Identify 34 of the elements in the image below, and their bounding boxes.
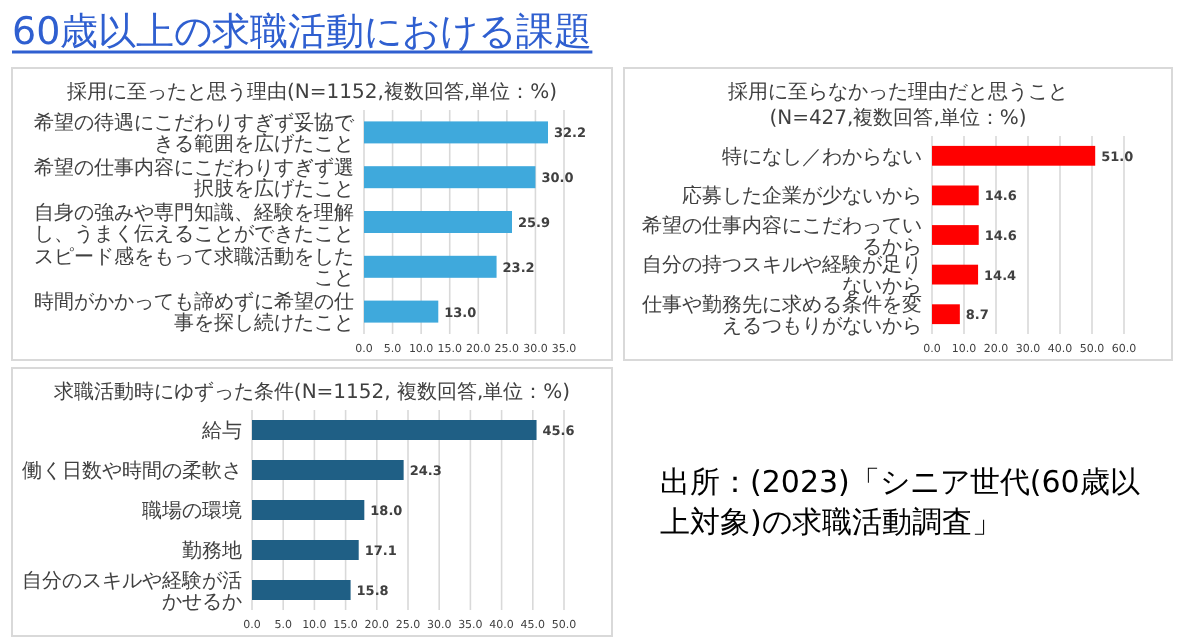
bar [252, 460, 404, 480]
bar [252, 540, 359, 560]
chart-title: 採用に至らなかった理由だと思うこと [728, 80, 1068, 104]
text: 出所：(2023)「シニア世代(60歳以上対象)の求職活動調査」 [660, 464, 1140, 540]
bar [252, 420, 537, 440]
bar [932, 304, 960, 325]
y-tick-label: 自分のスキルや経験が活かせるか [22, 568, 242, 614]
y-tick-label: スピード感をもって求職活動をしたこと [34, 245, 354, 291]
text: 60歳以上の求職活動における課題 [12, 10, 593, 54]
y-tick-label: 希望の待遇にこだわりすぎず妥協できる範囲を広げたこと [34, 110, 356, 156]
bar [252, 500, 365, 520]
y-tick-label: 特になし／わからない [722, 144, 922, 169]
chart-title: 採用に至ったと思う理由(N=1152,複数回答,単位：%) [67, 80, 558, 104]
y-tick-label: 応募した企業が少ないから [682, 184, 922, 209]
y-tick-label: 給与 [200, 419, 242, 443]
bar [364, 211, 512, 233]
chart-subtitle: (N=427,複数回答,単位：%) [769, 106, 1027, 130]
y-tick-label: 職場の環境 [142, 499, 242, 523]
bar [932, 225, 979, 245]
y-tick-label: 時間がかかっても諦めずに希望の仕事を探し続けたこと [34, 290, 354, 336]
bar [932, 264, 979, 285]
bar [932, 185, 979, 206]
y-tick-label: 自身の強みや専門知識、経験を理解し、うまく伝えることができたこと [34, 200, 354, 246]
bar [364, 255, 497, 278]
y-tick-label: 勤務地 [182, 539, 242, 563]
bar [364, 121, 548, 144]
y-tick-label: 仕事や勤務先に求める条件を変えるつもりがないから [642, 292, 922, 338]
chart-title: 求職活動時にゆずった条件(N=1152, 複数回答,単位：%) [53, 380, 571, 404]
y-tick-label: 希望の仕事内容にこだわりすぎず選択肢を広げたこと [34, 155, 354, 201]
bar [252, 580, 351, 600]
y-tick-label: 働く日数や時間の柔軟さ [22, 459, 242, 483]
bar [364, 166, 536, 189]
bar [932, 145, 1096, 166]
bar [364, 300, 439, 323]
